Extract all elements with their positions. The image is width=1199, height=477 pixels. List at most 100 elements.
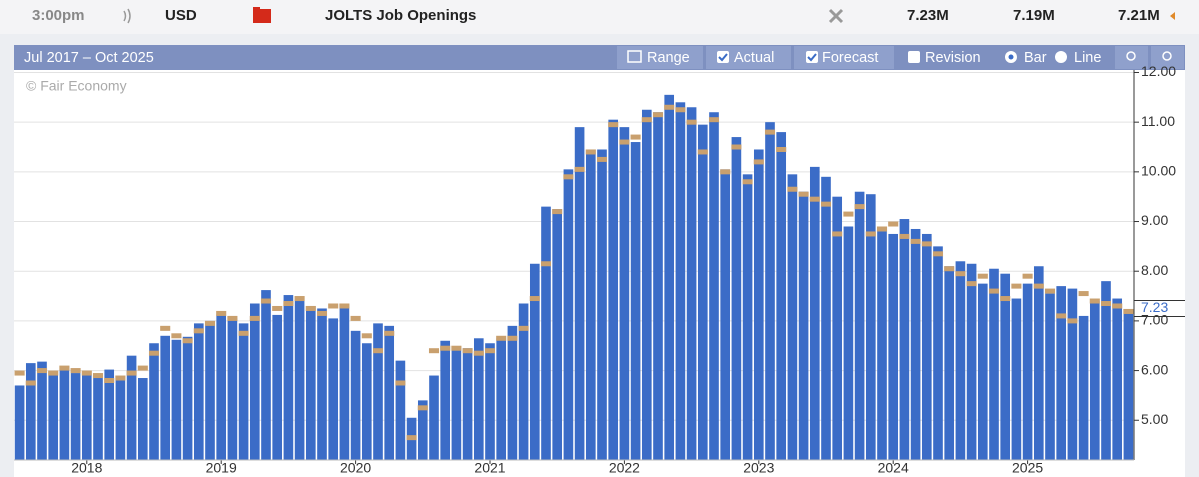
bar: [653, 112, 663, 460]
bar: [563, 169, 574, 461]
close-icon[interactable]: [828, 8, 844, 24]
calendar-icon: [627, 50, 642, 63]
forecast-marker: [59, 365, 70, 371]
bar: [507, 325, 518, 460]
checkbox[interactable]: [908, 51, 920, 63]
bar: [294, 301, 305, 460]
bar: [641, 109, 652, 460]
revision-mark: [1170, 12, 1175, 20]
forecast-marker: [955, 271, 966, 277]
range-button[interactable]: Range: [647, 50, 690, 66]
forecast-marker: [227, 315, 238, 321]
bar: [48, 371, 59, 460]
bar: [451, 348, 462, 460]
watermark: © Fair Economy: [26, 78, 127, 94]
forecast-marker: [92, 373, 104, 379]
sound-icon[interactable]: [123, 8, 131, 24]
bar: [1000, 273, 1011, 460]
forecast-marker: [1000, 296, 1011, 302]
bar: [720, 169, 731, 461]
forecast-marker: [686, 119, 697, 125]
bar: [619, 127, 630, 460]
forecast-marker: [272, 305, 283, 311]
bar: [59, 366, 70, 460]
forecast-marker: [1033, 283, 1044, 289]
forecast-marker: [854, 204, 865, 210]
forecast-marker: [305, 305, 316, 311]
bar: [395, 360, 406, 460]
forecast-marker: [865, 231, 876, 237]
checkbox[interactable]: [717, 51, 729, 63]
forecast-marker: [204, 320, 216, 326]
line-option[interactable]: Line: [1074, 50, 1101, 66]
forecast-marker: [630, 134, 641, 140]
check: [718, 53, 728, 62]
bar: [37, 361, 47, 460]
bar: [910, 228, 921, 460]
forecast-marker: [406, 435, 417, 441]
bar: [552, 209, 563, 460]
forecast-marker: [921, 241, 932, 247]
forecast-marker: [932, 251, 944, 257]
bar: [1045, 293, 1055, 460]
bar: [877, 231, 887, 460]
radio[interactable]: [1055, 51, 1067, 63]
bar: [697, 124, 708, 460]
bar: [1112, 298, 1123, 460]
forecast-marker: [966, 281, 977, 287]
x-tick-label: 2021: [474, 460, 505, 476]
forecast-marker: [283, 301, 294, 307]
bar: [1056, 286, 1067, 460]
time: 3:00pm: [32, 7, 85, 24]
bar: [989, 268, 999, 460]
forecast-marker: [361, 333, 372, 339]
bar: [485, 343, 495, 460]
y-tick-label: 11.00: [1141, 113, 1175, 129]
forecast-marker: [451, 345, 462, 351]
legend-actual[interactable]: Actual: [734, 50, 774, 66]
bar: [955, 261, 966, 460]
forecast-marker: [70, 368, 81, 374]
bar: [731, 137, 742, 460]
revision-toggle[interactable]: Revision: [925, 50, 981, 66]
bar: [1089, 301, 1100, 460]
bar: [328, 318, 339, 460]
forecast-marker: [462, 348, 473, 354]
bar: [854, 191, 865, 461]
header-bar: [0, 0, 1199, 34]
forecast-marker: [372, 348, 384, 354]
checkbox[interactable]: [806, 51, 818, 63]
legend-forecast[interactable]: Forecast: [822, 50, 878, 66]
bar: [70, 373, 81, 460]
bar: [1123, 309, 1134, 460]
forecast-marker: [160, 325, 171, 331]
forecast-marker: [350, 315, 361, 321]
zoom-out[interactable]: [1151, 46, 1184, 69]
bar: [384, 325, 395, 460]
bar: [126, 355, 137, 460]
bar: [115, 380, 126, 460]
bar: [742, 174, 753, 460]
event-title[interactable]: JOLTS Job Openings: [325, 7, 476, 24]
bar: [921, 233, 932, 460]
x-tick-label: 2018: [71, 460, 102, 476]
forecast-marker: [384, 330, 395, 336]
bar-option[interactable]: Bar: [1024, 50, 1047, 66]
forecast-marker: [1123, 308, 1134, 314]
zoom-in[interactable]: [1115, 46, 1148, 69]
forecast-marker: [518, 325, 529, 331]
bar: [227, 318, 238, 460]
bar: [25, 363, 36, 460]
forecast-marker: [664, 104, 675, 110]
forecast-marker: [473, 350, 484, 356]
bar: [462, 348, 473, 460]
bar: [574, 127, 585, 460]
bar: [787, 174, 798, 460]
bar: [608, 119, 619, 461]
bar: [675, 102, 686, 460]
range-text: Jul 2017 – Oct 2025: [24, 50, 154, 66]
forecast-toggle-bg[interactable]: [794, 46, 894, 69]
bar: [238, 323, 249, 460]
y-tick-label: 8.00: [1141, 262, 1168, 278]
forecast-marker: [14, 370, 25, 376]
